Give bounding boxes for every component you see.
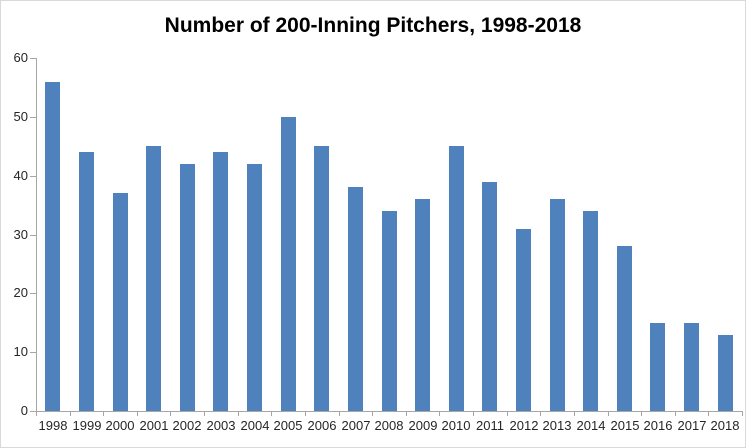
x-tick-mark xyxy=(641,412,642,416)
bar-1999 xyxy=(79,152,94,411)
x-tick-mark xyxy=(406,412,407,416)
x-tick-mark xyxy=(372,412,373,416)
x-tick-mark xyxy=(339,412,340,416)
x-tick-mark xyxy=(742,412,743,416)
x-tick-label: 1998 xyxy=(38,418,68,433)
x-tick-mark xyxy=(238,412,239,416)
x-tick-mark xyxy=(708,412,709,416)
x-tick-mark xyxy=(439,412,440,416)
y-tick-mark xyxy=(30,58,36,59)
x-tick-label: 2005 xyxy=(273,418,303,433)
bar-1998 xyxy=(45,82,60,411)
bar-2014 xyxy=(583,211,598,411)
bar-2015 xyxy=(617,246,632,411)
bar-2001 xyxy=(146,146,161,411)
bar-2006 xyxy=(314,146,329,411)
x-tick-label: 2008 xyxy=(374,418,404,433)
x-tick-label: 2014 xyxy=(576,418,606,433)
bar-2011 xyxy=(482,182,497,411)
x-tick-label: 2007 xyxy=(341,418,371,433)
bar-2005 xyxy=(281,117,296,411)
y-tick-label: 20 xyxy=(13,285,28,300)
chart-title: Number of 200-Inning Pitchers, 1998-2018 xyxy=(164,14,582,37)
bar-2004 xyxy=(247,164,262,411)
x-tick-mark xyxy=(507,412,508,416)
bar-2012 xyxy=(516,229,531,411)
x-tick-label: 2006 xyxy=(307,418,337,433)
y-tick-mark xyxy=(30,176,36,177)
x-tick-mark xyxy=(608,412,609,416)
x-tick-label: 2015 xyxy=(610,418,640,433)
y-tick-label: 40 xyxy=(13,168,28,183)
x-tick-mark xyxy=(473,412,474,416)
x-tick-mark xyxy=(540,412,541,416)
y-tick-mark xyxy=(30,293,36,294)
x-tick-label: 2018 xyxy=(710,418,740,433)
y-tick-mark xyxy=(30,117,36,118)
x-tick-label: 2011 xyxy=(476,418,504,433)
bar-2007 xyxy=(348,187,363,411)
y-axis-line xyxy=(36,58,37,411)
y-tick-mark xyxy=(30,235,36,236)
x-tick-label: 2010 xyxy=(441,418,471,433)
bar-2013 xyxy=(550,199,565,411)
y-tick-label: 0 xyxy=(20,403,28,418)
x-tick-mark xyxy=(305,412,306,416)
x-tick-mark xyxy=(36,412,37,416)
x-tick-label: 2002 xyxy=(172,418,202,433)
x-tick-mark xyxy=(137,412,138,416)
x-axis-line xyxy=(36,411,743,412)
bar-2002 xyxy=(180,164,195,411)
x-tick-label: 2004 xyxy=(240,418,270,433)
bar-2016 xyxy=(650,323,665,411)
y-tick-label: 30 xyxy=(13,227,28,242)
x-tick-mark xyxy=(271,412,272,416)
bar-2009 xyxy=(415,199,430,411)
x-tick-label: 2000 xyxy=(105,418,135,433)
x-tick-mark xyxy=(70,412,71,416)
x-tick-mark xyxy=(170,412,171,416)
x-tick-label: 1999 xyxy=(72,418,102,433)
x-tick-label: 2012 xyxy=(509,418,539,433)
bar-2017 xyxy=(684,323,699,411)
x-tick-label: 2001 xyxy=(139,418,169,433)
x-tick-mark xyxy=(675,412,676,416)
y-tick-mark xyxy=(30,352,36,353)
x-tick-label: 2009 xyxy=(408,418,438,433)
x-tick-mark xyxy=(574,412,575,416)
bar-2010 xyxy=(449,146,464,411)
bar-2003 xyxy=(213,152,228,411)
x-tick-label: 2016 xyxy=(643,418,673,433)
y-tick-label: 50 xyxy=(13,109,28,124)
bar-2000 xyxy=(113,193,128,411)
x-tick-label: 2013 xyxy=(542,418,572,433)
x-tick-label: 2003 xyxy=(206,418,236,433)
y-tick-label: 10 xyxy=(13,344,28,359)
y-tick-mark xyxy=(30,411,36,412)
x-tick-mark xyxy=(204,412,205,416)
x-tick-mark xyxy=(103,412,104,416)
x-tick-label: 2017 xyxy=(677,418,707,433)
bar-2018 xyxy=(718,335,733,411)
bar-2008 xyxy=(382,211,397,411)
y-tick-label: 60 xyxy=(13,50,28,65)
